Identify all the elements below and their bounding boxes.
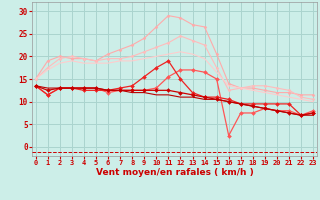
X-axis label: Vent moyen/en rafales ( km/h ): Vent moyen/en rafales ( km/h ) <box>96 168 253 177</box>
